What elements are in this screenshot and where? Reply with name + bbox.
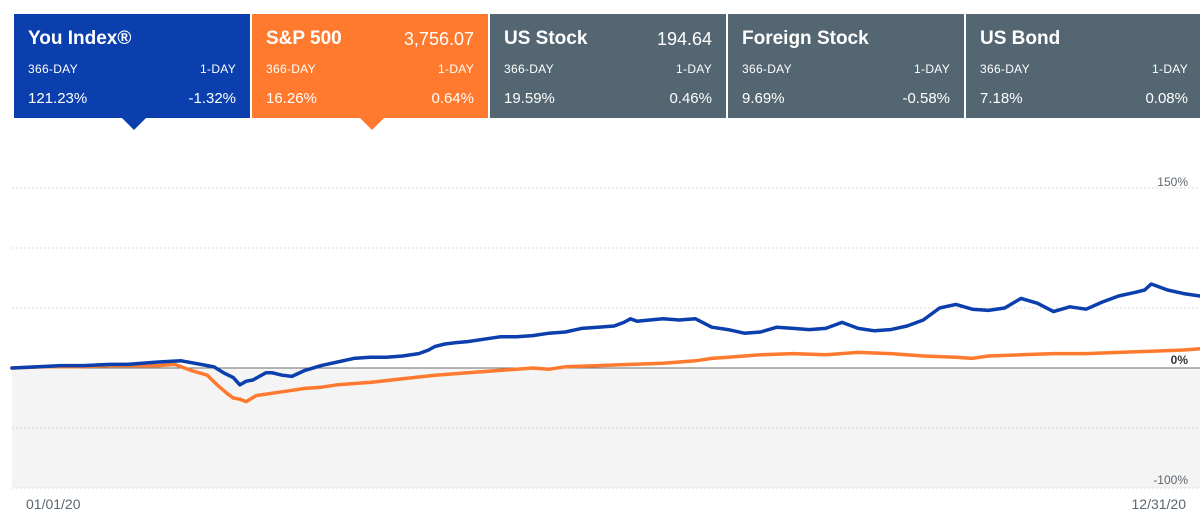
- tile-period-label: 366-DAY: [28, 62, 78, 76]
- tile-period-label: 366-DAY: [266, 62, 316, 76]
- tile-name: US Stock: [504, 28, 588, 49]
- tile-foreign-stock[interactable]: Foreign Stock 366-DAY 1-DAY 9.69% -0.58%: [728, 14, 964, 118]
- tile-you-index[interactable]: You Index® 366-DAY 1-DAY 121.23% -1.32%: [14, 14, 250, 130]
- x-start-date: 01/01/20: [26, 496, 81, 512]
- x-end-date: 12/31/20: [1131, 496, 1187, 512]
- tile-day-return: 0.46%: [669, 90, 712, 107]
- tile-day-return: -0.58%: [902, 90, 950, 107]
- tile-name: S&P 500: [266, 28, 342, 49]
- tile-us-stock[interactable]: US Stock 194.64 366-DAY 1-DAY 19.59% 0.4…: [490, 14, 726, 118]
- selected-pointer-icon: [122, 118, 146, 130]
- tile-period-label: 1-DAY: [1152, 62, 1188, 76]
- tile-period-label: 366-DAY: [980, 62, 1030, 76]
- tile-price: 194.64: [656, 29, 712, 49]
- tile-price: 3,756.07: [403, 29, 474, 49]
- tile-period-label: 366-DAY: [742, 62, 792, 76]
- y-tick-label: 0%: [1171, 353, 1189, 367]
- tile-period-label: 1-DAY: [676, 62, 712, 76]
- tile-day-return: 0.64%: [431, 90, 474, 107]
- tile-period-return: 19.59%: [504, 90, 555, 107]
- tile-period-return: 16.26%: [266, 90, 317, 107]
- series-line-sp500: [10, 347, 1200, 404]
- tile-period-label: 1-DAY: [200, 62, 236, 76]
- y-tick-label: 150%: [1157, 175, 1188, 189]
- selected-pointer-icon: [360, 118, 384, 130]
- tile-name: Foreign Stock: [742, 28, 869, 49]
- series-line-you-index: [10, 282, 1200, 387]
- tile-period-return: 9.69%: [742, 90, 785, 107]
- tile-day-return: 0.08%: [1145, 90, 1188, 107]
- tile-period-return: 7.18%: [980, 90, 1023, 107]
- tile-period-label: 1-DAY: [438, 62, 474, 76]
- index-tiles: You Index® 366-DAY 1-DAY 121.23% -1.32% …: [14, 14, 1200, 130]
- tile-period-label: 1-DAY: [914, 62, 950, 76]
- tile-period-label: 366-DAY: [504, 62, 554, 76]
- y-tick-label: -100%: [1153, 473, 1188, 487]
- tile-sp500[interactable]: S&P 500 3,756.07 366-DAY 1-DAY 16.26% 0.…: [252, 14, 488, 130]
- tile-us-bond[interactable]: US Bond 366-DAY 1-DAY 7.18% 0.08%: [966, 14, 1200, 118]
- tile-name: US Bond: [980, 28, 1061, 49]
- chart-series: [10, 282, 1200, 404]
- tile-period-return: 121.23%: [28, 90, 88, 107]
- tile-day-return: -1.32%: [188, 90, 236, 107]
- tile-name: You Index®: [28, 28, 132, 49]
